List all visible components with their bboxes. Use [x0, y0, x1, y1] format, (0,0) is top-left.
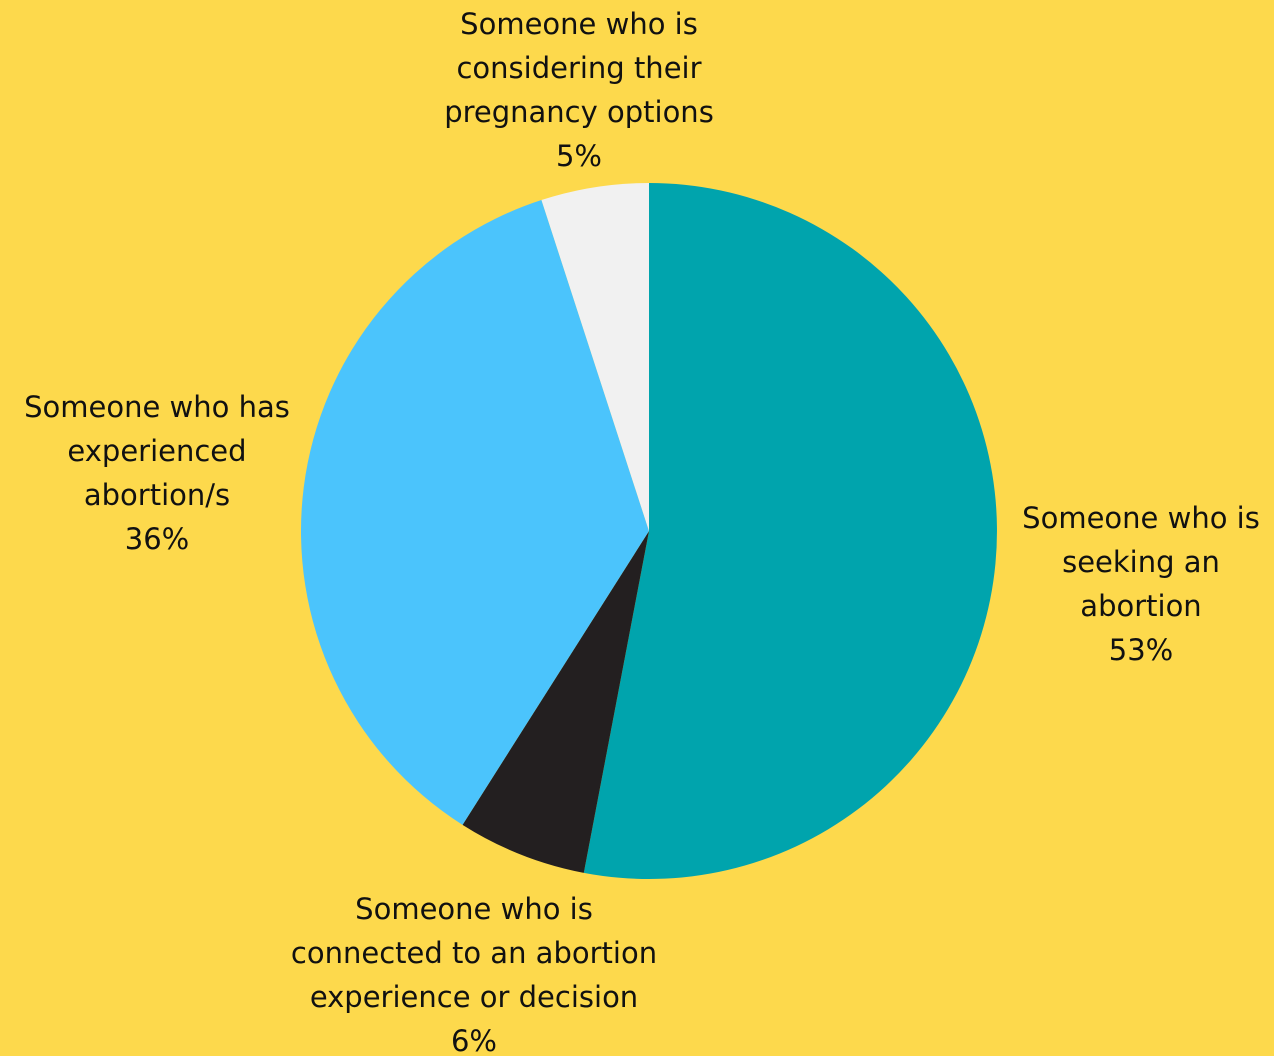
- pie-slice-2: [300, 200, 649, 825]
- pie-slice-3: [541, 183, 649, 531]
- slice-label-0: Someone who is seeking an abortion 53%: [1022, 501, 1260, 667]
- slice-label-line: seeking an: [1062, 545, 1220, 579]
- slice-label-line: connected to an abortion: [291, 936, 657, 970]
- slice-label-3: Someone who is considering their pregnancy…: [444, 7, 714, 173]
- slice-label-line: Someone who has: [24, 390, 290, 424]
- slice-value-label: 36%: [125, 522, 189, 556]
- slice-value-label: 5%: [556, 139, 602, 173]
- slice-label-2: Someone who has experienced abortion/s 36%: [24, 390, 290, 556]
- slice-label-line: abortion/s: [84, 478, 230, 512]
- slice-label-line: Someone who is: [460, 7, 698, 41]
- slice-value-label: 53%: [1109, 633, 1173, 667]
- slice-label-line: considering their: [456, 51, 701, 85]
- pie-slices: [300, 183, 997, 879]
- pie-slice-1: [462, 531, 649, 873]
- slice-label-line: abortion: [1080, 589, 1201, 623]
- slice-label-line: Someone who is: [1022, 501, 1260, 535]
- slice-label-1: Someone who is connected to an abortion ex…: [291, 892, 657, 1056]
- slice-label-line: experience or decision: [310, 980, 638, 1014]
- slice-label-line: experienced: [67, 434, 246, 468]
- slice-label-line: pregnancy options: [444, 95, 714, 129]
- slice-label-line: Someone who is: [355, 892, 593, 926]
- slice-value-label: 6%: [451, 1024, 497, 1056]
- pie-slice-0: [583, 183, 997, 879]
